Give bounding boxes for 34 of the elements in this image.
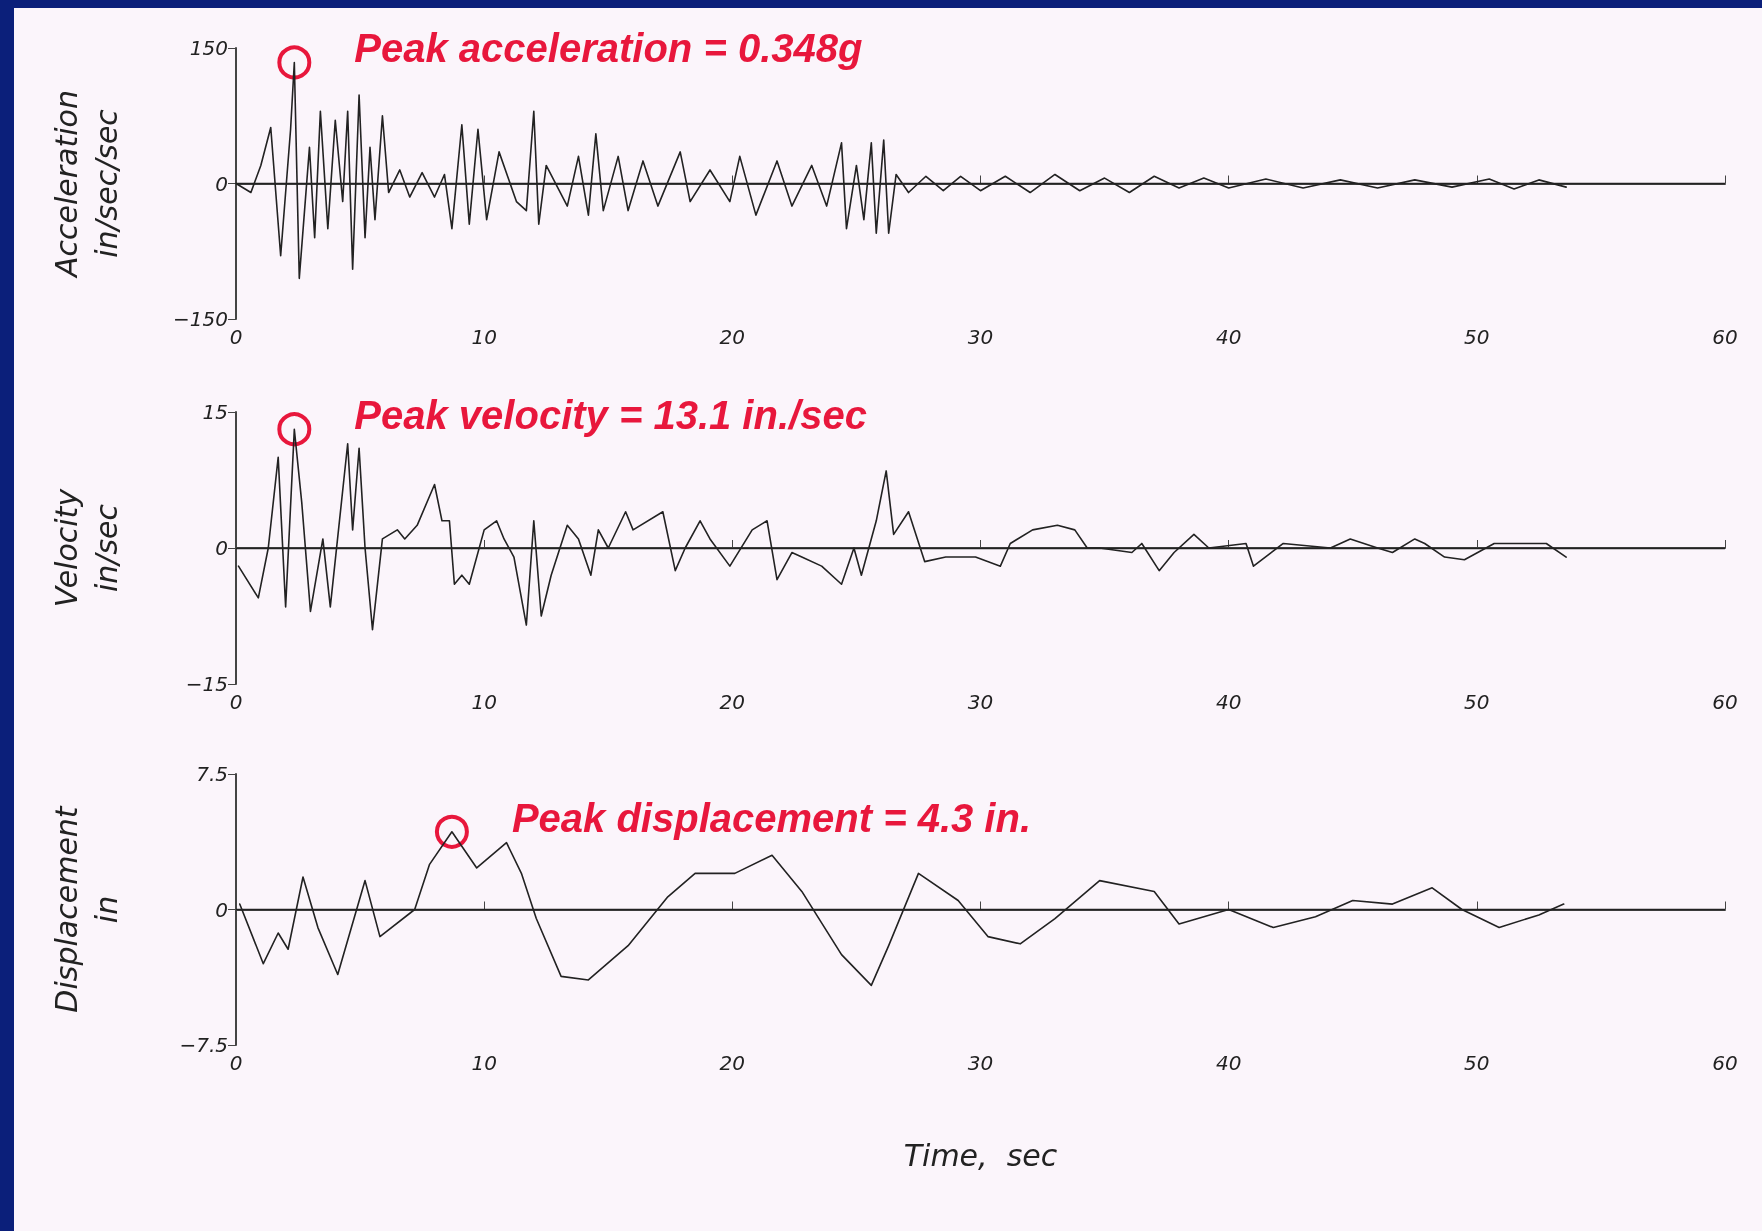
x-tick-label: 30	[967, 690, 994, 714]
y-axis-title: Velocity in/sec	[48, 487, 124, 608]
annotation: Peak acceleration = 0.348g	[354, 26, 863, 71]
x-tick-label: 30	[967, 325, 994, 349]
x-tick-label: 40	[1215, 1051, 1242, 1075]
x-tick-label: 30	[967, 1051, 994, 1075]
x-tick-label: 40	[1215, 690, 1242, 714]
x-tick-label: 60	[1712, 690, 1738, 714]
x-tick-label: 40	[1215, 325, 1242, 349]
annotation: Peak velocity = 13.1 in./sec	[354, 393, 867, 438]
x-tick-label: 10	[471, 325, 497, 349]
y-tick-label: 150	[189, 36, 228, 60]
y-tick-label: −7.5	[179, 1033, 228, 1057]
annotation: Peak displacement = 4.3 in.	[511, 795, 1032, 840]
x-axis-title: Time, sec	[903, 1137, 1058, 1173]
x-tick-label: 20	[719, 325, 746, 349]
x-tick-label: 20	[719, 690, 746, 714]
x-tick-label: 10	[471, 690, 497, 714]
x-tick-label: 20	[719, 1051, 746, 1075]
y-axis-title: Acceleration in/sec/sec	[48, 90, 124, 279]
x-tick-label: 60	[1712, 325, 1738, 349]
y-axis-title: Displacement in	[48, 805, 124, 1013]
x-tick-label: 60	[1712, 1051, 1738, 1075]
y-tick-label: −150	[173, 307, 228, 331]
y-tick-label: 0	[215, 171, 228, 196]
y-tick-label: 0	[215, 536, 228, 560]
y-tick-label: 7.5	[196, 762, 228, 786]
x-tick-label: 50	[1464, 1051, 1490, 1075]
y-tick-label: 15	[202, 400, 228, 424]
x-tick-label: 50	[1464, 325, 1490, 349]
x-tick-label: 10	[471, 1051, 497, 1075]
x-tick-label: 50	[1464, 690, 1490, 714]
y-tick-label: 0	[215, 897, 228, 922]
y-tick-label: −15	[185, 672, 228, 696]
